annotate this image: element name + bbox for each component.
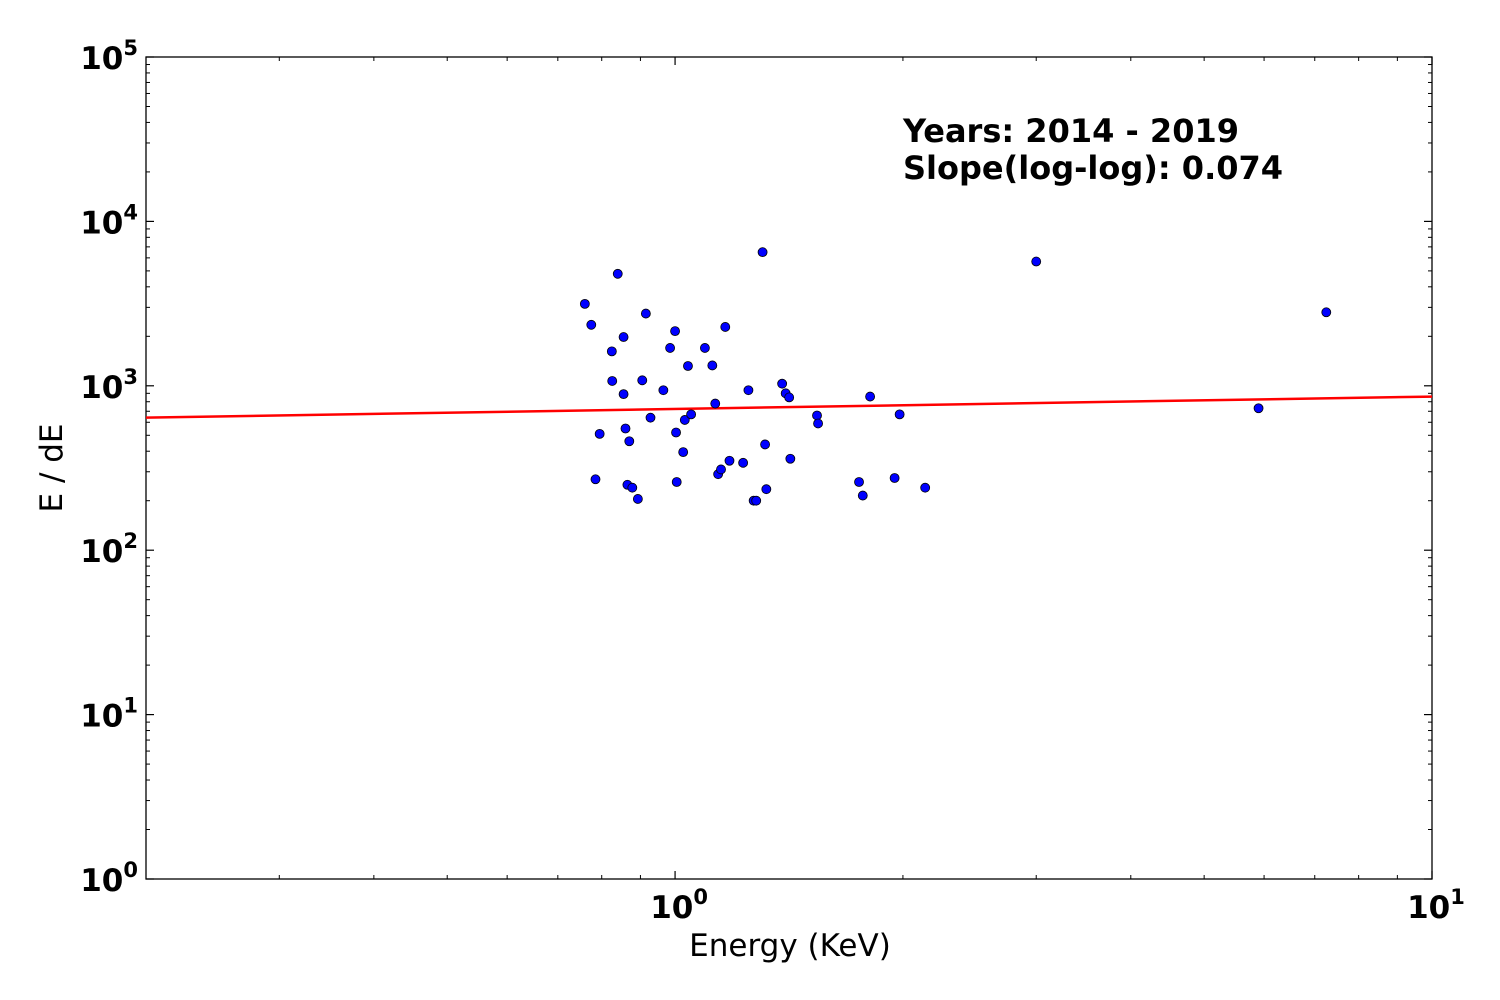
data-point [612, 268, 623, 279]
data-point [627, 482, 638, 493]
data-point [707, 360, 718, 371]
data-point [618, 332, 629, 342]
data-point [1321, 307, 1332, 318]
data-point [637, 375, 648, 386]
data-point [920, 482, 931, 493]
y-tick-label: 100 [80, 858, 138, 899]
data-point [671, 477, 682, 487]
data-point [760, 439, 770, 450]
data-point [757, 247, 768, 258]
data-point [645, 412, 656, 423]
data-point [632, 494, 643, 504]
y-tick-labels: 100 101 102 103 104 105 [80, 36, 138, 899]
major-ticks [146, 56, 1433, 880]
y-tick-label: 104 [80, 200, 138, 241]
points-layer [579, 247, 1332, 506]
data-point [658, 385, 669, 396]
data-point [720, 322, 731, 332]
x-axis-label: Energy (KeV) [689, 928, 891, 964]
data-point [710, 398, 721, 409]
data-point [620, 423, 631, 434]
data-point [618, 389, 629, 400]
data-point [894, 409, 905, 420]
x-tick-labels: 100 101 [650, 885, 1465, 926]
data-point [590, 474, 601, 485]
data-point [683, 361, 693, 371]
data-point [1031, 256, 1042, 267]
y-tick-label: 101 [80, 694, 138, 735]
data-point [678, 447, 689, 458]
data-point [889, 473, 900, 483]
y-axis-label: E / dE [34, 423, 70, 512]
data-point [716, 464, 726, 475]
data-point [751, 495, 762, 506]
data-point [686, 409, 697, 420]
data-point [640, 308, 651, 319]
data-point [812, 410, 822, 421]
minor-ticks [146, 57, 1432, 879]
data-point [700, 343, 710, 353]
data-point [606, 346, 617, 357]
data-point [665, 343, 676, 353]
data-point [743, 385, 754, 396]
plot-frame [145, 56, 1433, 880]
data-point [594, 428, 605, 439]
y-tick-label: 105 [80, 36, 138, 77]
data-point [671, 427, 681, 438]
data-point [586, 319, 597, 330]
data-point [738, 457, 749, 468]
data-point [854, 477, 864, 487]
data-point [624, 436, 635, 447]
data-point [813, 418, 823, 429]
data-point [761, 484, 772, 495]
y-tick-label: 103 [80, 365, 138, 406]
data-point [670, 326, 680, 337]
x-tick-label: 101 [1407, 885, 1465, 926]
annotation-slope: Slope(log-log): 0.074 [903, 149, 1283, 187]
fit-layer [146, 395, 1432, 419]
data-point [865, 391, 876, 402]
data-point [679, 415, 690, 425]
data-point [777, 378, 788, 389]
data-point [857, 490, 868, 501]
data-point [579, 298, 590, 309]
annotation-years: Years: 2014 - 2019 [902, 112, 1239, 150]
y-tick-label: 102 [80, 529, 138, 570]
data-point [785, 453, 796, 464]
data-point [724, 455, 735, 466]
x-tick-label: 100 [650, 885, 708, 926]
data-point [1253, 403, 1264, 414]
fit-line [146, 395, 1432, 419]
data-point [784, 392, 795, 403]
data-point [607, 376, 618, 386]
